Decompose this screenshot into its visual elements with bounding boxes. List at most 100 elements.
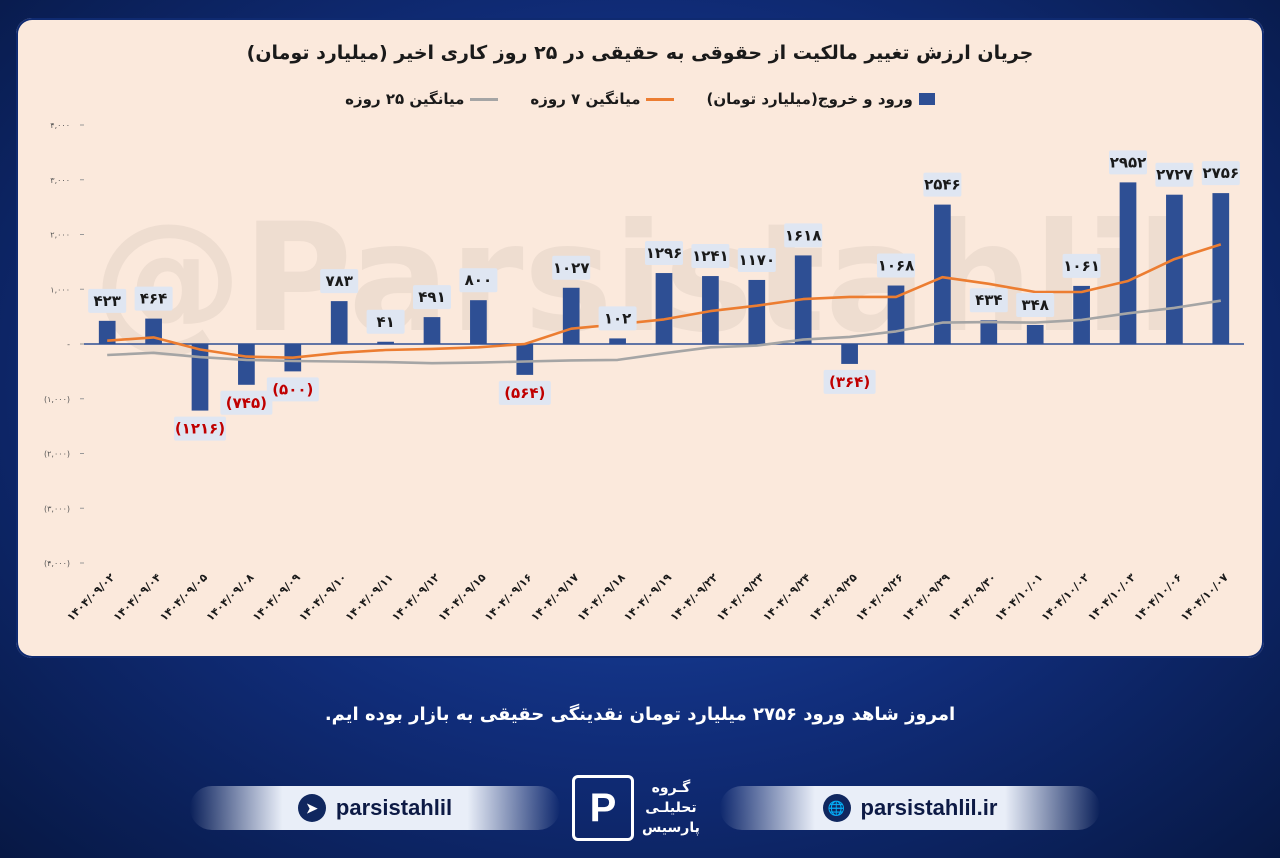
watermark-text: @Parsistahlil (92, 192, 1187, 366)
x-tick-label: ۱۴۰۴/۰۹/۲۳ (714, 571, 767, 624)
data-label: ۲۹۵۲ (1110, 153, 1147, 171)
y-tick-label: (۳,۰۰۰) (44, 504, 70, 513)
bar (1119, 182, 1137, 344)
logo-text-line-3: پارسیس (642, 820, 700, 836)
data-label-box (88, 288, 127, 313)
data-label-box (266, 377, 319, 402)
website-link[interactable]: parsistahlil.ir (860, 795, 998, 820)
series-line-ma25 (107, 299, 1221, 365)
x-tick-label: ۱۴۰۴/۰۹/۲۴ (760, 571, 813, 624)
y-tick-label: (۱,۰۰۰) (44, 395, 70, 404)
bar (191, 344, 209, 411)
globe-icon: 🌐 (822, 794, 851, 822)
bar (609, 338, 626, 344)
data-label-box (552, 255, 591, 280)
data-label-box (1062, 253, 1101, 278)
legend-item-flow: ورود و خروج(میلیارد تومان) (706, 90, 935, 108)
legend-item-ma7: میانگین ۷ روزه (530, 90, 675, 108)
x-tick-label: ۱۴۰۴/۰۹/۳۰ (946, 571, 999, 624)
data-label-box (1155, 162, 1194, 187)
x-tick-label: ۱۴۰۴/۰۹/۲۲ (668, 571, 721, 624)
data-label-box (1109, 150, 1147, 175)
data-label: (۳۶۴) (829, 373, 870, 391)
bar (470, 300, 487, 344)
x-tick-label: ۱۴۰۴/۰۹/۰۴ (111, 571, 164, 624)
chart-legend: ورود و خروج(میلیارد تومان) میانگین ۷ روز… (0, 90, 1280, 108)
data-label-box (220, 390, 273, 415)
x-tick-label: ۱۴۰۴/۰۹/۱۰ (296, 571, 349, 624)
data-label: ۱۰۶۱ (1063, 257, 1100, 275)
series-line-ma7 (107, 243, 1222, 360)
x-tick-label: ۱۴۰۴/۱۰/۰۳ (1085, 571, 1138, 624)
data-label: ۲۵۴۶ (924, 176, 961, 194)
data-label-box (1016, 292, 1055, 317)
y-tick-label: - (67, 340, 70, 349)
x-tick-label: ۱۴۰۴/۰۹/۰۲ (64, 571, 117, 624)
legend-label-ma25: میانگین ۲۵ روزه (345, 90, 465, 108)
data-label: (۱۲۱۶) (175, 420, 225, 438)
data-label-box (645, 241, 683, 266)
data-label: ۱۱۷۰ (738, 251, 775, 269)
chart-title: جریان ارزش تغییر مالکیت از حقوقی به حقیق… (246, 42, 1034, 64)
x-tick-label: ۱۴۰۴/۰۹/۱۱ (343, 571, 396, 624)
x-tick-label: ۱۴۰۴/۰۹/۱۶ (482, 571, 535, 624)
data-label: ۱۶۱۸ (785, 226, 822, 244)
y-tick-label: ۳,۰۰۰ (50, 176, 70, 185)
logo-text-line-2: تحلیلـی (645, 800, 697, 816)
data-label-box (366, 309, 405, 334)
x-tick-label: ۱۴۰۴/۱۰/۰۷ (1178, 571, 1231, 624)
data-label: ۲۷۵۶ (1202, 164, 1239, 182)
telegram-icon: ➤ (297, 794, 326, 822)
y-tick-label: (۲,۰۰۰) (44, 450, 70, 459)
legend-swatch-ma25 (470, 97, 499, 101)
data-label: ۴۲۳ (93, 292, 120, 310)
telegram-ribbon[interactable]: ➤ parsistahlil (190, 786, 560, 830)
bar (841, 344, 858, 364)
data-label-box (923, 172, 962, 197)
bar (377, 341, 394, 344)
logo-text-line-1: گـروه (651, 780, 691, 796)
chart-plot: @Parsistahlil ۴,۰۰۰ ۳,۰۰۰ ۲,۰۰۰ ۱,۰۰۰ - (۱,۰۰۰… (44, 121, 1244, 624)
bar (330, 301, 348, 344)
bar (516, 344, 534, 375)
data-label: ۴۳۴ (975, 291, 1002, 309)
x-tick-label: ۱۴۰۴/۰۹/۱۲ (389, 571, 442, 624)
data-label-box (413, 285, 451, 310)
chart-panel (16, 18, 1264, 658)
data-label-box (498, 380, 551, 405)
data-label: ۴۹۱ (418, 288, 445, 306)
logo-mark: P (572, 775, 634, 841)
data-label: ۲۷۲۷ (1156, 166, 1193, 184)
bar (1073, 285, 1090, 344)
data-label-box (877, 253, 915, 278)
bar (748, 279, 766, 344)
footer-message: امروز شاهد ورود ۲۷۵۶ میلیارد تومان نقدین… (324, 704, 956, 725)
bar (980, 320, 998, 344)
bar (934, 204, 951, 344)
data-label: ۴۱ (376, 313, 394, 331)
legend-item-ma25: میانگین ۲۵ روزه (345, 90, 499, 108)
bar (562, 287, 580, 344)
data-label-box (459, 268, 498, 293)
x-tick-label: ۱۴۰۴/۰۹/۲۶ (853, 571, 906, 624)
website-ribbon[interactable]: 🌐 parsistahlil.ir (720, 786, 1100, 830)
data-label-box (784, 223, 823, 248)
x-tick-label: ۱۴۰۴/۰۹/۱۸ (575, 571, 628, 624)
data-label: (۵۶۴) (504, 384, 545, 402)
data-label-box (320, 269, 359, 294)
data-label-box (691, 244, 730, 269)
x-tick-label: ۱۴۰۴/۱۰/۰۶ (1132, 571, 1185, 624)
x-tick-label: ۱۴۰۴/۰۹/۰۸ (204, 571, 257, 624)
data-label-box (969, 288, 1008, 313)
x-tick-label: ۱۴۰۴/۰۹/۱۷ (528, 571, 581, 624)
y-tick-label: (۴,۰۰۰) (44, 559, 70, 568)
data-label: ۱۰۶۸ (878, 257, 915, 275)
data-label: ۱۰۲ (604, 309, 631, 327)
bar (1026, 324, 1044, 344)
data-label: ۱۰۲۷ (553, 259, 590, 277)
data-label-box (174, 416, 226, 441)
data-label-box (1201, 161, 1240, 186)
legend-label-ma7: میانگین ۷ روزه (530, 90, 641, 108)
x-tick-label: ۱۴۰۴/۰۹/۲۹ (900, 571, 953, 624)
bar (423, 317, 441, 344)
